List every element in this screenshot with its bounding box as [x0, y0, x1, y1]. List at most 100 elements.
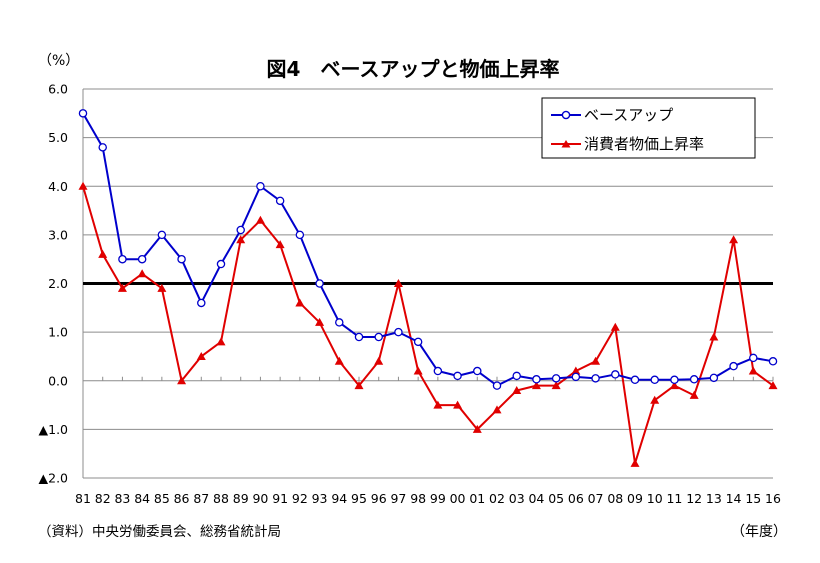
data-point-cpi — [255, 215, 265, 224]
data-point-base-up — [78, 109, 88, 118]
data-point-cpi — [236, 235, 246, 244]
data-point-base-up — [709, 373, 719, 383]
legend-label-base-up: ベースアップ — [584, 106, 673, 124]
y-tick-label: 0.0 — [48, 373, 68, 388]
x-tick-label: 83 — [114, 491, 130, 506]
data-point-cpi — [669, 381, 679, 390]
x-tick-label: 92 — [292, 491, 308, 506]
data-point-base-up — [433, 366, 443, 376]
data-point-cpi — [275, 240, 285, 249]
legend-box — [541, 97, 756, 159]
data-point-base-up — [453, 371, 462, 381]
data-point-base-up — [275, 196, 285, 206]
data-point-base-up — [256, 181, 265, 191]
y-tick-label: 3.0 — [48, 227, 68, 242]
x-tick-label: 15 — [745, 491, 761, 506]
x-tick-label: 94 — [331, 491, 347, 506]
data-point-base-up — [413, 337, 423, 347]
x-tick-label: 02 — [489, 491, 505, 506]
data-point-base-up — [236, 225, 245, 235]
x-tick-label: 14 — [726, 491, 742, 506]
data-point-base-up — [689, 375, 699, 384]
data-point-cpi — [492, 405, 502, 414]
y-axis-unit: （%） — [38, 53, 79, 69]
x-tick-label: 90 — [252, 491, 268, 506]
x-tick-label: 01 — [469, 491, 485, 506]
x-tick-label: 93 — [312, 491, 328, 506]
x-tick-labels: 81 82 83 84 85 86 87 88 89 90 91 92 93 94 95 96 97 98 99 00… — [75, 491, 781, 506]
data-point-cpi — [689, 390, 699, 399]
data-point-base-up — [551, 374, 561, 383]
x-tick-label: 81 — [75, 491, 91, 506]
x-tick-label: 04 — [528, 491, 544, 506]
x-tick-label: 05 — [548, 491, 564, 506]
data-point-base-up — [670, 375, 679, 385]
data-point-cpi — [610, 322, 620, 331]
data-point-base-up — [532, 375, 541, 384]
data-point-cpi — [630, 458, 640, 467]
data-point-base-up — [630, 375, 640, 385]
data-point-cpi — [650, 395, 660, 404]
series-lines — [78, 109, 778, 467]
x-axis-unit: （年度） — [731, 524, 787, 540]
data-point-base-up — [157, 230, 167, 240]
x-tick-label: 87 — [193, 491, 209, 506]
x-tick-label: 91 — [272, 491, 288, 506]
x-tick-label: 89 — [233, 491, 249, 506]
x-tick-label: 10 — [647, 491, 663, 506]
data-point-cpi — [571, 366, 581, 375]
data-point-base-up — [98, 143, 107, 152]
data-point-cpi — [591, 356, 601, 365]
x-tick-label: 88 — [213, 491, 229, 506]
data-point-base-up — [394, 327, 403, 337]
x-tick-label: 95 — [351, 491, 367, 506]
x-tick-label: 84 — [134, 491, 150, 506]
data-point-base-up — [473, 366, 482, 376]
data-point-base-up — [650, 375, 659, 385]
data-point-cpi — [78, 181, 88, 190]
x-tick-label: 97 — [390, 491, 406, 506]
source-note: （資料）中央労働委員会、総務省統計局 — [38, 524, 281, 540]
data-point-base-up — [768, 357, 778, 366]
data-point-base-up — [749, 353, 758, 363]
data-point-base-up — [374, 332, 383, 342]
data-point-cpi — [216, 337, 226, 346]
legend: ベースアップ 消費者物価上昇率 — [541, 97, 756, 159]
data-point-cpi — [354, 381, 364, 390]
data-point-cpi — [453, 400, 463, 409]
data-point-cpi — [551, 381, 561, 390]
x-tick-label: 99 — [430, 491, 446, 506]
x-tick-label: 07 — [588, 491, 604, 506]
data-point-cpi — [531, 381, 541, 390]
legend-marker-cpi — [561, 140, 571, 148]
data-point-cpi — [374, 356, 384, 365]
y-tick-label: ▲2.0 — [39, 471, 69, 486]
chart-title: 図4 ベースアップと物価上昇率 — [267, 57, 560, 81]
x-tick-label: 06 — [568, 491, 584, 506]
x-tick-label: 12 — [686, 491, 702, 506]
data-point-cpi — [117, 283, 127, 292]
data-point-cpi — [137, 269, 147, 278]
data-point-base-up — [137, 254, 147, 264]
y-tick-label: 6.0 — [48, 82, 68, 97]
x-tick-label: 86 — [174, 491, 190, 506]
data-point-cpi — [512, 385, 522, 394]
gridlines — [82, 88, 774, 479]
y-tick-label: 1.0 — [48, 325, 68, 340]
data-point-base-up — [216, 259, 226, 269]
x-tick-label: 00 — [450, 491, 466, 506]
x-tick-label: 08 — [607, 491, 623, 506]
data-point-cpi — [393, 279, 403, 287]
data-point-cpi — [768, 381, 778, 390]
x-tick-label: 13 — [706, 491, 722, 506]
data-point-base-up — [512, 371, 521, 381]
y-tick-label: 2.0 — [48, 276, 68, 291]
data-point-base-up — [177, 254, 186, 264]
data-point-cpi — [157, 283, 167, 292]
x-tick-label: 11 — [666, 491, 682, 506]
data-point-cpi — [315, 317, 325, 326]
data-point-cpi — [295, 298, 305, 307]
x-tick-label: 16 — [765, 491, 781, 506]
data-point-cpi — [748, 366, 758, 375]
